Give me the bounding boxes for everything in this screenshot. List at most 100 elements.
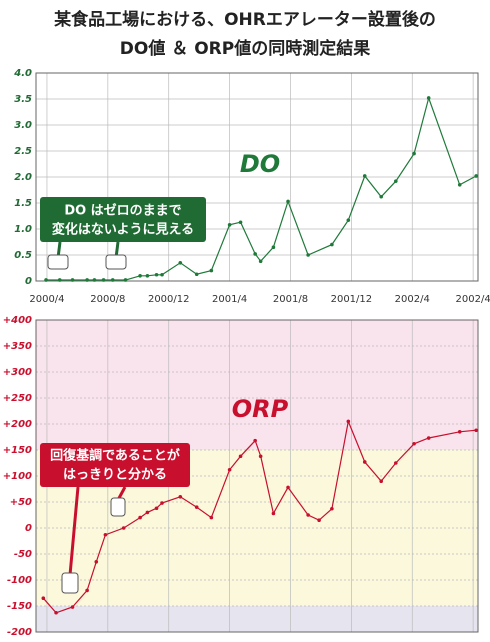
y-tick-label: +200 [3,419,32,430]
data-point [194,505,199,510]
y-tick-label: +300 [3,367,32,378]
data-point [346,419,351,424]
data-point [85,278,89,282]
series-label: ORP [232,395,289,423]
annotation: はっきりと分かる [63,467,167,483]
data-point [286,199,290,204]
y-tick-label: -100 [7,575,32,586]
data-point [209,268,214,273]
data-point [379,479,383,484]
y-tick-label: +100 [3,471,32,482]
chart-title: DO値 ＆ ORP値の同時測定結果 [120,38,370,59]
data-point [394,179,398,183]
plot-frame [35,72,479,282]
data-point [306,253,310,257]
data-point [101,278,106,282]
data-point [70,605,75,609]
y-tick-label: 2.5 [14,146,32,157]
data-point [258,454,263,459]
data-point [346,218,351,222]
data-point [286,485,290,490]
data-point [258,259,263,264]
data-point [306,513,310,517]
y-tick-label: 0 [25,523,32,534]
hand-icon [47,254,69,270]
data-point [160,501,164,505]
plots: 2000/4 2000/8 2000/12 2001/4 2001/8 2001/12 20… [3,68,490,638]
annotation: 変化はないように見える [52,222,194,238]
hand-icon [61,572,79,594]
y-tick-label: -200 [7,627,32,638]
band [36,320,478,450]
data-point [178,261,183,265]
data-point [474,428,478,433]
y-tick-label: 4.0 [13,68,32,79]
chart-title: 某食品工場における、OHRエアレーター設置後の [54,9,436,30]
data-point [412,441,416,446]
data-point [178,495,183,499]
note-box [40,443,190,487]
band [36,606,478,632]
data-point [70,278,75,282]
plot-frame [35,319,479,633]
x-tick-label: 2000/4 [29,294,64,305]
y-tick-label: +50 [10,497,32,508]
annotations: DO はゼロのままで 変化はないように見える DO 回復基調であることが はっき… [40,150,289,594]
annotation: DO はゼロのままで [64,203,181,219]
x-tick-label: 2000/12 [148,294,190,305]
data-point [138,515,142,520]
x-tick-label: 2001/12 [331,294,373,305]
data-point [92,278,97,282]
data-point [54,610,58,615]
y-tick-label: -50 [14,549,32,560]
y-tick-label: +150 [3,445,32,456]
data-point [103,532,108,537]
data-point [474,174,478,178]
y-tick-label: 0.5 [14,250,32,261]
y-tick-label: 3.5 [14,94,32,105]
data-point [238,454,243,459]
y-tick-label: 2.0 [14,172,32,183]
data-point [457,183,462,187]
data-point [194,272,199,277]
data-point [253,252,257,256]
data-point [94,560,99,564]
data-point [123,278,128,282]
y-tick-label: 1.0 [14,224,32,235]
hand-icon [105,254,127,270]
x-tick-label: 2001/8 [273,294,308,305]
data-point [426,436,431,440]
y-tick-label: 0 [25,276,32,287]
data-point [238,220,243,225]
data-point [457,430,462,434]
data-point [394,461,398,465]
data-point [227,467,232,472]
data-point [145,510,150,515]
data-point [330,506,334,511]
data-point [317,518,321,522]
data-point [41,596,46,600]
y-tick-label: +250 [3,393,32,404]
x-tick-label: 2000/8 [90,294,125,305]
data-point [426,96,431,100]
data-point [379,194,383,199]
data-point [145,274,150,278]
x-tick-label: 2002/4 [395,294,430,305]
data-point [44,278,48,282]
data-point [362,174,367,178]
data-point [330,242,334,247]
data-point [154,506,159,511]
data-point [121,526,126,530]
annotation: 回復基調であることが [50,448,180,464]
series-label: DO [240,150,280,178]
note-box [40,197,206,242]
y-tick-label: 3.0 [14,120,32,131]
data-point [362,460,367,464]
y-tick-label: +350 [3,341,32,352]
y-tick-label: 1.5 [14,198,32,209]
data-point [85,588,89,593]
data-point [138,274,142,278]
data-point [227,223,232,227]
x-tick-label: 2001/4 [212,294,247,305]
x-tick-label: 2002/4 [456,294,490,305]
